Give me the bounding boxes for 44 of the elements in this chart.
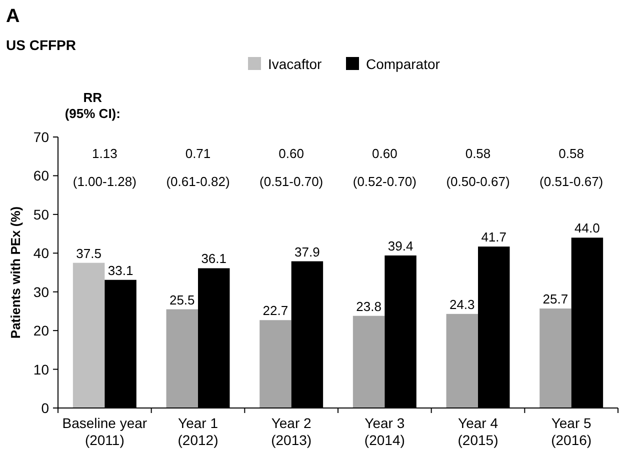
y-tick-label: 40 bbox=[33, 245, 50, 262]
legend-label: Ivacaftor bbox=[268, 56, 322, 72]
bar bbox=[72, 262, 105, 408]
text: RR (95% CI): bbox=[64, 90, 120, 121]
y-tick-label: 60 bbox=[33, 168, 50, 184]
bar bbox=[166, 309, 198, 408]
y-axis-title: Patients with PEx (%) bbox=[8, 206, 23, 339]
bar bbox=[540, 308, 572, 408]
bar bbox=[446, 314, 478, 408]
data-label: 25.5 bbox=[169, 292, 195, 308]
annotation: 0.60 (0.51-0.70) bbox=[260, 146, 324, 189]
x-tick-label: Year 1 (2012) bbox=[178, 415, 218, 448]
x-tick-label: Year 4 (2015) bbox=[458, 415, 498, 448]
y-tick-label: 70 bbox=[33, 129, 50, 145]
annotation: 0.58 (0.50-0.67) bbox=[446, 146, 510, 189]
x-tick-label: Year 5 (2016) bbox=[551, 415, 592, 448]
data-label: 33.1 bbox=[108, 262, 134, 278]
y-tick-label: 10 bbox=[33, 361, 50, 378]
y-tick-label: 20 bbox=[33, 322, 50, 339]
annotation: 0.60 (0.52-0.70) bbox=[352, 146, 416, 189]
legend-label: Comparator bbox=[366, 56, 440, 72]
data-label: 37.9 bbox=[294, 244, 320, 260]
chart-subtitle: US CFFPR bbox=[6, 37, 76, 53]
y-tick-label: 0 bbox=[41, 400, 50, 416]
x-tick-label: Year 3 (2014) bbox=[364, 415, 405, 448]
data-label: 24.3 bbox=[449, 296, 475, 312]
data-label: 36.1 bbox=[201, 251, 227, 266]
data-label: 22.7 bbox=[262, 303, 288, 318]
bar bbox=[260, 320, 292, 408]
y-tick-label: 30 bbox=[33, 284, 50, 300]
data-label: 39.4 bbox=[388, 238, 414, 254]
data-label: 23.8 bbox=[356, 298, 382, 314]
x-tick-label: Year 2 (2013) bbox=[271, 415, 312, 448]
annotation: 0.71 (0.61-0.82) bbox=[166, 146, 230, 189]
data-label: 37.5 bbox=[76, 246, 102, 261]
annotation: 0.58 (0.51-0.67) bbox=[540, 146, 604, 189]
chart-title: A bbox=[6, 6, 20, 27]
data-label: 25.7 bbox=[542, 292, 568, 307]
data-label: 41.7 bbox=[481, 230, 507, 245]
bar bbox=[352, 316, 385, 408]
annotation: 1.13 (1.00-1.28) bbox=[72, 146, 136, 189]
x-tick-label: Baseline year (2011) bbox=[62, 415, 148, 448]
y-tick-label: 50 bbox=[33, 206, 50, 222]
data-label: 44.0 bbox=[574, 220, 600, 236]
